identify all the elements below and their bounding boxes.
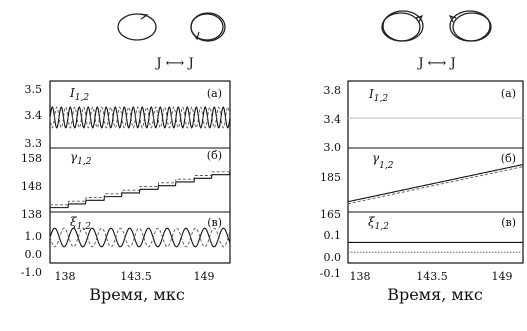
orbit-icon-left-1 (117, 13, 157, 41)
ytick-left-c-2: -1.0 (21, 266, 42, 279)
tag-right-c: (в) (501, 216, 516, 229)
sub-right-a: 1,2 (374, 94, 389, 104)
ytick-right-b-0: 185 (320, 171, 341, 184)
ytick-right-b-1: 165 (320, 208, 341, 221)
xtick-left-0: 138 (55, 270, 76, 283)
ytick-right-a-2: 3.0 (324, 141, 342, 154)
tag-left-a: (a) (207, 87, 222, 100)
ytick-left-a-0: 3.5 (25, 83, 43, 96)
ytick-left-a-2: 3.3 (25, 137, 43, 150)
ytick-right-c-2: -0.1 (320, 267, 341, 280)
curve-left-1-1 (50, 168, 231, 206)
tag-right-a: (a) (501, 87, 516, 100)
right-panel: J ⟷ J I1,2 (a) γ1,2 (б) ξ1,2 (в) 3.8 3.4… (320, 10, 524, 304)
ytick-right-c-0: 0.1 (324, 229, 342, 242)
sub-left-a: 1,2 (75, 93, 90, 103)
var-label-right-b: γ1,2 (372, 151, 394, 171)
var-label-left-c: ξ1,2 (70, 215, 91, 232)
mode-label-left: J ⟷ J (154, 56, 193, 71)
ytick-left-b-0: 158 (21, 152, 42, 165)
var-right-b: γ (372, 151, 380, 165)
var-label-left-a: I1,2 (69, 86, 89, 103)
left-panel: J ⟷ J I1,2 (a) γ1,2 (б) ξ1,2 (в) 3.5 3.4… (21, 12, 231, 304)
ytick-left-b-1: 148 (21, 180, 42, 193)
xtick-right-2: 149 (492, 270, 513, 283)
sub-right-b: 1,2 (379, 161, 394, 171)
var-left-c: ξ (70, 215, 78, 229)
ytick-right-a-1: 3.4 (324, 113, 342, 126)
var-label-left-b: γ1,2 (70, 150, 92, 167)
sub-left-c: 1,2 (77, 222, 92, 232)
xtick-left-2: 149 (194, 270, 215, 283)
sub-right-c: 1,2 (375, 222, 390, 232)
orbit-icon-left-2 (190, 12, 226, 42)
plot-frame-right (347, 80, 524, 264)
curves-left (49, 106, 231, 248)
ytick-left-c-1: 0.0 (25, 248, 43, 261)
var-left-a: I (69, 86, 75, 100)
tag-right-b: (б) (501, 152, 516, 165)
ytick-left-c-0: 1.0 (25, 230, 43, 243)
xlabel-left: Время, мкс (89, 285, 185, 304)
xlabel-right: Время, мкс (387, 285, 483, 304)
orbit-icon-right-1 (381, 10, 424, 42)
curve-right-1-1 (347, 166, 524, 205)
var-right-a: I (368, 87, 374, 101)
ytick-left-b-2: 138 (21, 208, 42, 221)
curve-left-0-1 (49, 106, 231, 129)
xtick-left-1: 143.5 (120, 270, 152, 283)
var-left-b: γ (70, 150, 78, 164)
xtick-right-0: 138 (350, 270, 371, 283)
xtick-right-1: 143.5 (416, 270, 448, 283)
var-label-right-c: ξ1,2 (368, 215, 389, 232)
var-right-c: ξ (368, 215, 376, 229)
curve-left-2-0 (49, 227, 231, 248)
ytick-left-a-1: 3.4 (25, 109, 43, 122)
tag-left-b: (б) (207, 149, 222, 162)
ytick-right-c-1: 0.0 (324, 251, 342, 264)
sub-left-b: 1,2 (77, 157, 92, 167)
ytick-right-a-0: 3.8 (324, 84, 342, 97)
curve-right-1-0 (347, 163, 524, 203)
tag-left-c: (в) (207, 216, 222, 229)
orbit-icon-right-2 (448, 10, 492, 42)
var-label-right-a: I1,2 (368, 87, 388, 104)
curve-left-2-1 (49, 227, 231, 248)
mode-label-right: J ⟷ J (416, 56, 455, 71)
curves-right (347, 117, 524, 253)
